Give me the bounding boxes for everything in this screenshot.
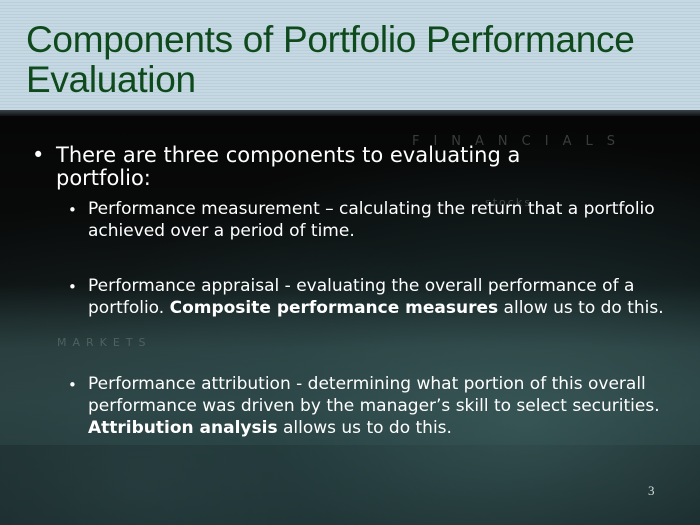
slide-background — [0, 116, 700, 525]
watermark-markets: MARKETS — [57, 336, 152, 349]
main-bullet: There are three components to evaluating… — [56, 143, 521, 190]
watermark-financials: FINANCIALS — [412, 134, 629, 149]
sub-bullet-measurement: Performance measurement – calculating th… — [88, 198, 688, 242]
sub-bullet-text: Performance measurement – calculating th… — [88, 199, 655, 241]
bullet-icon: • — [68, 278, 77, 296]
page-number: 3 — [648, 483, 655, 498]
sub-bullet-bold-text: Composite performance measures — [169, 298, 499, 318]
sub-bullet-bold-text: Attribution analysis — [88, 418, 278, 438]
bullet-icon: • — [68, 376, 77, 394]
bullet-icon: • — [32, 143, 45, 167]
sub-bullet-appraisal: Performance appraisal - evaluating the o… — [88, 275, 688, 319]
sub-bullet-text: Performance attribution - determining wh… — [88, 374, 660, 416]
sub-bullet-attribution: Performance attribution - determining wh… — [88, 373, 688, 439]
sub-bullet-text: allows us to do this. — [277, 418, 452, 438]
background-band — [0, 285, 700, 445]
title-band-edge — [0, 110, 700, 116]
bullet-icon: • — [68, 201, 77, 219]
watermark-stocks: stocks — [485, 196, 532, 209]
slide-title: Components of Portfolio Performance Eval… — [26, 19, 635, 100]
sub-bullet-text: Performance appraisal - evaluating the o… — [88, 276, 635, 318]
title-band — [0, 0, 700, 110]
sub-bullet-text: allow us to do this. — [498, 298, 664, 318]
